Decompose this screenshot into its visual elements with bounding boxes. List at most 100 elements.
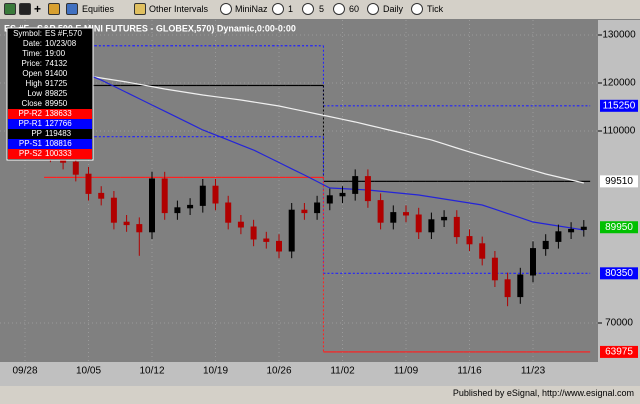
price-label: 80350 [605, 268, 633, 279]
icon[interactable] [19, 3, 31, 15]
candle-body [199, 185, 206, 206]
candle-body [237, 221, 244, 228]
candle-body [174, 207, 181, 214]
candle-body [187, 204, 194, 209]
candle-body [466, 236, 473, 245]
moving-average [50, 69, 584, 184]
candle-body [580, 226, 587, 230]
menu-equities[interactable]: Equities [82, 4, 115, 14]
info-row [8, 69, 92, 79]
price-label: 115250 [603, 100, 636, 111]
info-row [8, 119, 92, 129]
info-row [8, 39, 92, 49]
price-label: 63975 [605, 347, 633, 358]
candle-body [288, 209, 295, 252]
candle-body [428, 219, 435, 233]
info-value: 74132 [45, 59, 68, 68]
info-row [8, 59, 92, 69]
candle-body [403, 212, 409, 216]
candle-body [377, 200, 384, 223]
candle-body [301, 209, 308, 214]
icon[interactable] [4, 3, 16, 15]
info-label: PP-S1 [19, 139, 43, 148]
x-axis-area [0, 362, 640, 386]
moving-average [50, 59, 584, 231]
info-label: Close [22, 99, 43, 108]
info-value: 10/23/08 [45, 39, 77, 48]
icon[interactable] [48, 3, 60, 15]
candle-body [161, 178, 168, 214]
candle-body [441, 216, 448, 221]
button-daily[interactable]: Daily [383, 4, 404, 14]
info-value: ES #F,570 [45, 29, 82, 38]
chart-title: ES #F - S&P 500 E MINI FUTURES - GLOBEX,… [4, 23, 296, 33]
icon[interactable] [66, 3, 78, 15]
info-label: PP-S2 [19, 149, 43, 158]
candle-body [364, 176, 371, 202]
info-value: 127766 [45, 119, 72, 128]
info-label: Open [22, 69, 42, 78]
info-label: PP-R2 [18, 109, 42, 118]
info-value: 108816 [45, 139, 72, 148]
candle-body [212, 185, 219, 204]
info-row [8, 29, 92, 39]
icon[interactable] [333, 3, 345, 15]
candle-body [110, 197, 117, 223]
info-label: Price: [22, 59, 42, 68]
footer: Published by eSignal, http://www.esignal… [452, 388, 634, 398]
button-mininaz[interactable]: MiniNaz [235, 4, 268, 14]
x-tick-label: 10/12 [139, 366, 164, 377]
price-label: 99510 [605, 176, 633, 187]
button-1[interactable]: 1 [288, 4, 294, 14]
info-label: Date: [23, 39, 42, 48]
icon[interactable] [367, 3, 379, 15]
info-label: Time: [22, 49, 42, 58]
info-row [8, 149, 92, 159]
info-label: PP-R1 [18, 119, 42, 128]
candle-body [263, 238, 270, 242]
candle-body [530, 248, 536, 276]
y-tick-label: 120000 [602, 78, 636, 89]
price-label-box [600, 221, 638, 234]
info-value: 89825 [45, 89, 68, 98]
x-tick-label: 09/28 [12, 366, 37, 377]
candle-body [123, 221, 130, 226]
candle-body [250, 226, 257, 240]
menu-intervals[interactable]: Other Intervals [149, 4, 209, 14]
info-label: PP [31, 129, 42, 138]
candle-body [390, 212, 397, 223]
add-icon[interactable]: + [34, 2, 42, 16]
info-label: Low [27, 89, 42, 98]
y-axis-area [598, 20, 640, 362]
y-tick-label: 70000 [605, 318, 633, 329]
info-label: High [26, 79, 42, 88]
candle-body [72, 161, 79, 175]
icon[interactable] [134, 3, 146, 15]
candle-body [542, 240, 549, 250]
candle-body [136, 224, 143, 233]
x-tick-label: 10/05 [76, 366, 101, 377]
button-tick[interactable]: Tick [427, 4, 444, 14]
candle-body [555, 231, 562, 242]
info-value: 91725 [45, 79, 68, 88]
chart: 70000 110000 120000 130000 09/28 10/05 10/12 10… [0, 20, 640, 386]
icon[interactable] [220, 3, 232, 15]
x-tick-label: 10/19 [203, 366, 228, 377]
icon[interactable] [302, 3, 314, 15]
info-value: 19:00 [45, 49, 66, 58]
price-label-box [600, 99, 638, 112]
button-60[interactable]: 60 [349, 4, 360, 14]
info-row [8, 89, 92, 99]
x-tick-label: 11/02 [330, 366, 355, 377]
button-5[interactable]: 5 [319, 4, 325, 14]
x-tick-label: 11/09 [394, 366, 419, 377]
candle-body [314, 202, 321, 214]
info-row [8, 99, 92, 109]
info-value: 119483 [45, 129, 72, 138]
candle-body [491, 257, 498, 281]
x-tick-label: 10/26 [266, 366, 291, 377]
icon[interactable] [411, 3, 423, 15]
price-label-box [600, 267, 638, 280]
y-tick-label: 130000 [602, 30, 636, 41]
icon[interactable] [272, 3, 284, 15]
